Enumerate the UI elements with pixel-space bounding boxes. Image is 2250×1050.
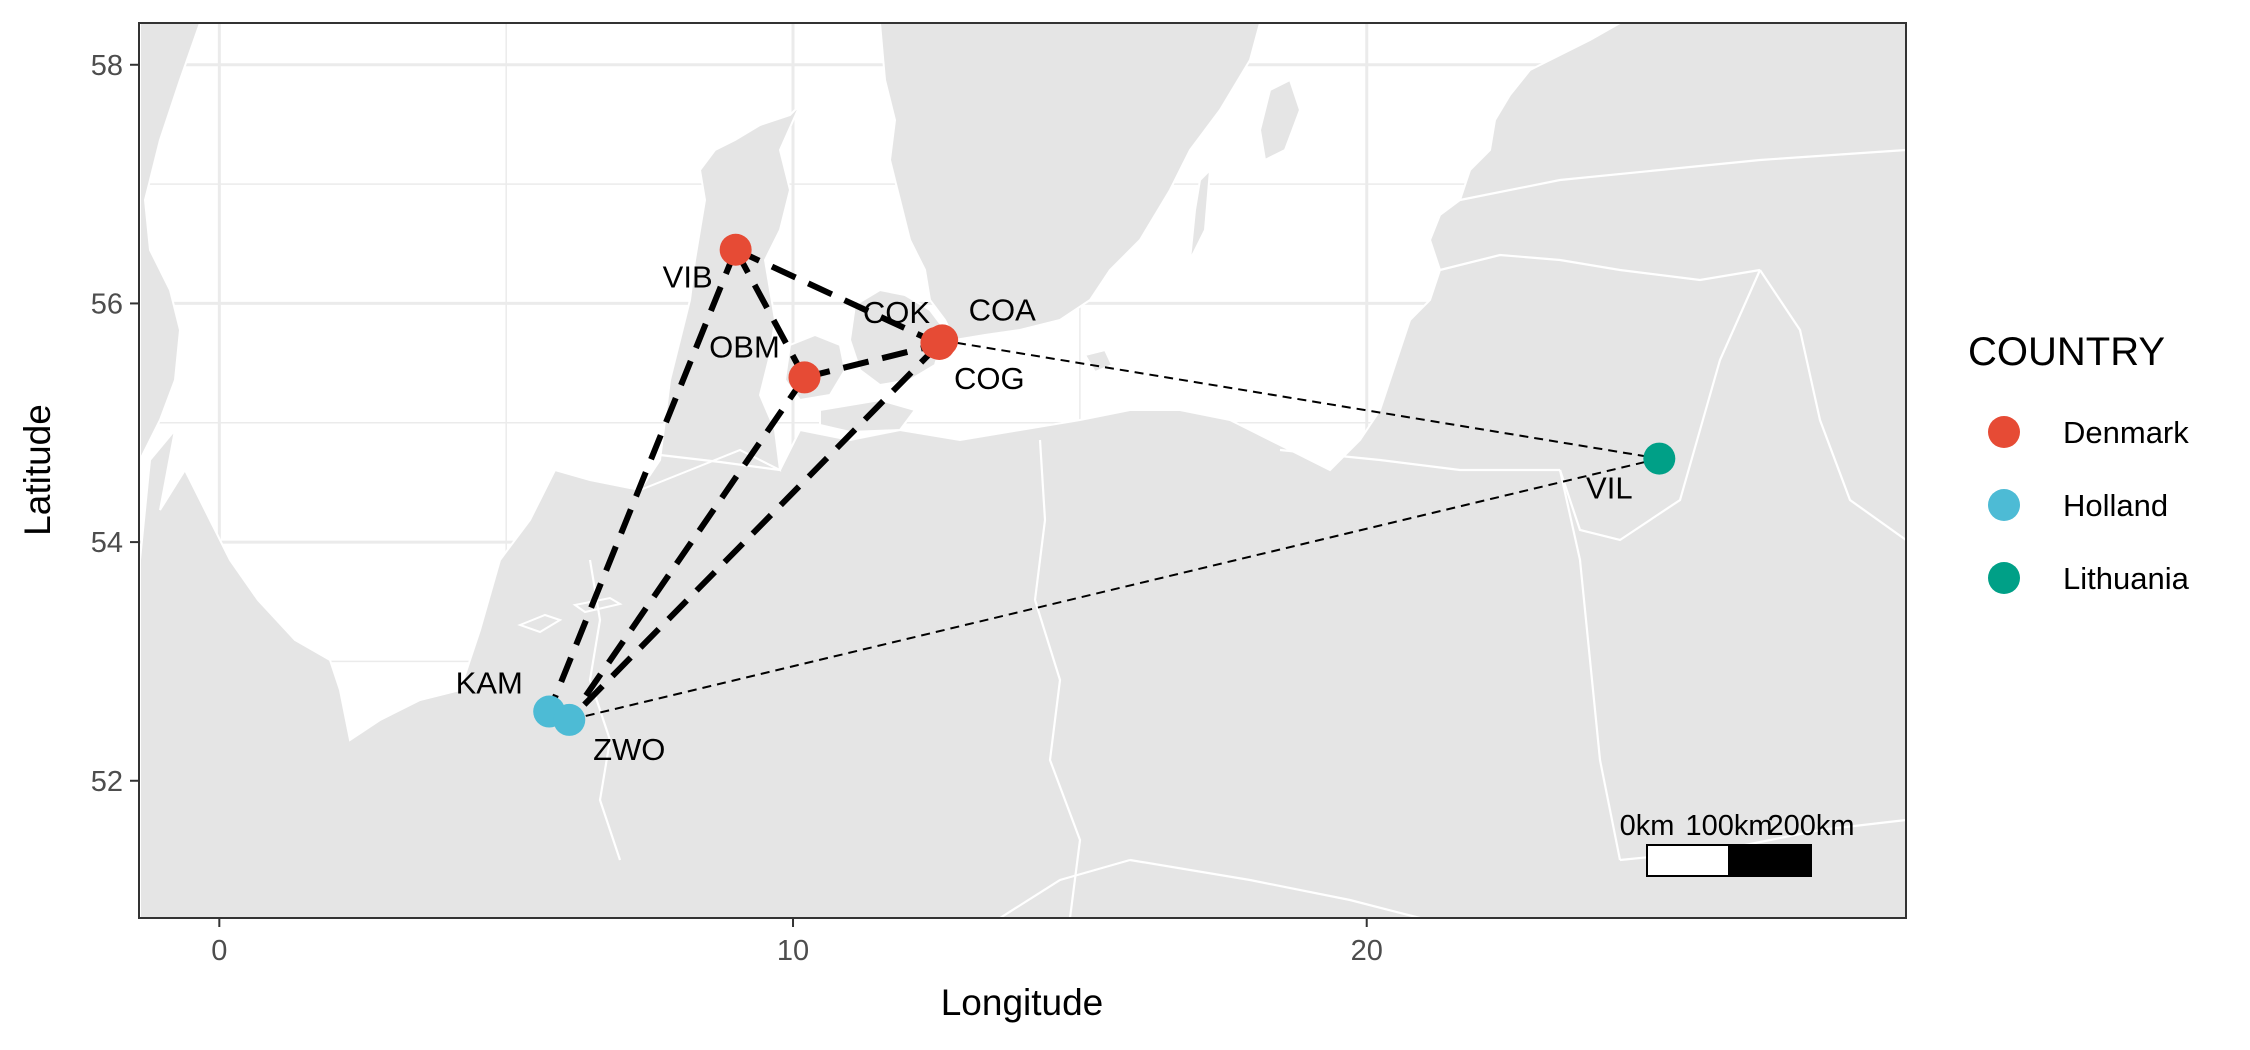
border-pl-cz — [1129, 858, 1421, 918]
border-ru-by — [1759, 269, 1906, 541]
y-axis-ticks: 52 54 56 58 — [91, 50, 139, 798]
country-borders — [588, 148, 1906, 918]
site-point-vil — [1643, 442, 1676, 475]
legend-key-lithuania — [1988, 562, 2020, 594]
y-axis-title: Latitude — [17, 404, 58, 536]
border-lt-lv — [1439, 253, 1761, 282]
legend-key-denmark — [1988, 416, 2020, 448]
border-pl-ru — [1279, 448, 1560, 472]
legend-entry-denmark: Denmark — [1988, 415, 2189, 450]
border-lv-ee — [1459, 148, 1906, 202]
site-label-cok: COK — [863, 295, 931, 330]
panel-border — [138, 22, 1907, 919]
site-label-kam: KAM — [456, 666, 523, 701]
land-oland — [1189, 167, 1212, 261]
border-lt-by — [1558, 269, 1762, 542]
link-obm-cog — [803, 341, 941, 381]
site-point-vib — [719, 233, 752, 266]
link-cog-zwo — [567, 341, 942, 723]
border-dk-de — [659, 453, 781, 472]
site-label-zwo: ZWO — [593, 732, 665, 767]
land-jutland — [637, 104, 801, 493]
x-tick-label: 20 — [1351, 935, 1383, 967]
scale-label-200: 200km — [1767, 810, 1854, 842]
site-links — [546, 247, 1660, 723]
legend-entry-holland: Holland — [1988, 488, 2168, 523]
legend-title: COUNTRY — [1968, 330, 2165, 374]
site-point-obm — [788, 361, 821, 394]
site-label-obm: OBM — [709, 329, 780, 364]
scale-bar: 0km 100km 200km — [1620, 810, 1855, 877]
y-tick-label: 52 — [91, 766, 123, 798]
site-point-zwo — [553, 703, 586, 736]
land-frisian-islands — [517, 596, 623, 634]
site-label-coa: COA — [969, 292, 1037, 327]
legend-key-holland — [1988, 489, 2020, 521]
legend-label-denmark: Denmark — [2063, 415, 2189, 450]
scale-label-0: 0km — [1620, 810, 1675, 842]
scale-label-100: 100km — [1685, 810, 1772, 842]
border-nl-de — [588, 559, 622, 861]
border-de-pl — [1033, 439, 1082, 918]
land-great-britain — [139, 23, 202, 461]
site-labels: VIB OBM COK COA COG VIL KAM ZWO — [456, 260, 1633, 767]
legend-label-lithuania: Lithuania — [2063, 561, 2190, 596]
link-vil-zwo — [569, 457, 1660, 721]
x-axis-title: Longitude — [941, 982, 1104, 1023]
link-coa-vil — [942, 339, 1660, 460]
land-mainland-europe — [139, 23, 1906, 918]
link-vib-cok — [734, 247, 938, 346]
border-by-pl — [1558, 469, 1622, 861]
x-axis-ticks: 0 10 20 — [211, 918, 1383, 967]
y-tick-label: 58 — [91, 50, 123, 82]
y-tick-label: 54 — [91, 527, 123, 559]
site-points — [533, 233, 1676, 736]
link-obm-zwo — [566, 375, 807, 722]
legend: COUNTRY Denmark Holland Lithuania — [1968, 330, 2190, 596]
site-point-cog — [923, 328, 956, 361]
scale-bar-black-segment — [1728, 844, 1812, 877]
site-label-vil: VIL — [1586, 471, 1633, 506]
border-cz-de — [999, 858, 1131, 918]
y-tick-label: 56 — [91, 288, 123, 320]
legend-entry-lithuania: Lithuania — [1988, 561, 2190, 596]
map-panel: VIB OBM COK COA COG VIL KAM ZWO — [139, 23, 1906, 918]
legend-label-holland: Holland — [2063, 488, 2168, 523]
x-tick-label: 10 — [777, 935, 809, 967]
scale-bar-white-segment — [1646, 844, 1730, 877]
site-label-vib: VIB — [663, 260, 713, 295]
site-label-cog: COG — [954, 361, 1025, 396]
land-gotland — [1258, 78, 1302, 162]
land-scandinavia — [878, 23, 1262, 342]
link-vib-kam — [546, 248, 739, 713]
link-vib-obm — [733, 248, 808, 379]
x-tick-label: 0 — [211, 935, 227, 967]
